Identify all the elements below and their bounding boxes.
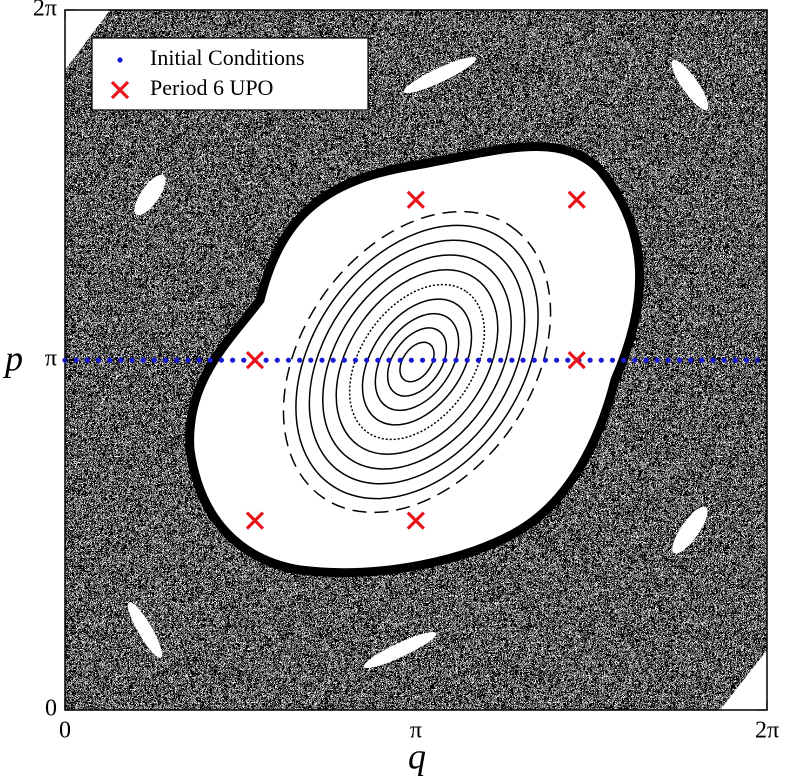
point [151,357,157,363]
point [73,357,79,363]
point [245,511,265,530]
point [140,357,146,363]
legend-label: Period 6 UPO [150,75,273,100]
point [665,357,671,363]
point [162,357,169,363]
point [531,357,537,363]
phase-portrait [65,10,767,710]
point [84,357,90,363]
point [207,357,213,363]
point [676,357,683,363]
point [129,357,135,363]
point [587,357,593,363]
point [107,357,113,363]
point [721,357,727,363]
invariant-curves [282,210,552,514]
point [352,357,359,363]
point [95,357,102,363]
point [453,357,459,363]
point [553,357,560,363]
point [710,357,716,363]
legend-marker [117,57,123,63]
point [520,357,526,363]
point [263,357,269,363]
point [542,357,549,363]
point [567,351,586,370]
point [408,357,414,363]
point [654,357,660,363]
point [732,357,738,363]
point [567,190,586,209]
point [475,357,481,363]
legend-box [91,37,369,111]
point [498,357,504,363]
point [274,357,280,363]
point [330,357,336,363]
point [118,357,124,363]
point [308,357,314,363]
point [375,357,381,363]
point [486,357,493,363]
point [229,357,236,363]
point [397,357,403,363]
point [245,351,265,370]
point [174,357,180,363]
point [218,357,225,363]
x-tick-label: 0 [59,718,71,744]
regular-region [185,142,645,578]
x-tick-label: 2π [755,718,779,744]
point [419,357,426,363]
legend-label: Initial Conditions [150,45,305,70]
point [509,357,515,363]
y-axis-label: p [2,338,23,378]
point [609,357,616,363]
point [743,357,750,363]
point [621,357,627,363]
point [241,357,247,363]
point [406,511,425,530]
point [632,357,638,363]
islands [65,10,767,710]
legend-marker [110,80,130,100]
x-tick-label: π [410,718,422,744]
point [464,357,470,363]
point [442,357,448,363]
point [319,357,325,363]
y-tick-label: 0 [45,696,57,722]
legend: Initial Conditions Period 6 UPO [91,37,369,111]
point [185,357,191,363]
y-tick-label: π [45,346,57,372]
x-axis-label: q [408,736,426,776]
point [386,357,392,363]
point [643,357,649,363]
point [565,357,571,363]
y-tick-label: 2π [33,0,57,22]
point [406,190,425,209]
point [364,357,370,363]
point [699,357,705,363]
point [688,357,694,363]
point [598,357,604,363]
data-layer [62,190,761,530]
point [431,357,437,363]
point [297,357,303,363]
point [196,357,202,363]
point [285,357,292,363]
point [341,357,347,363]
